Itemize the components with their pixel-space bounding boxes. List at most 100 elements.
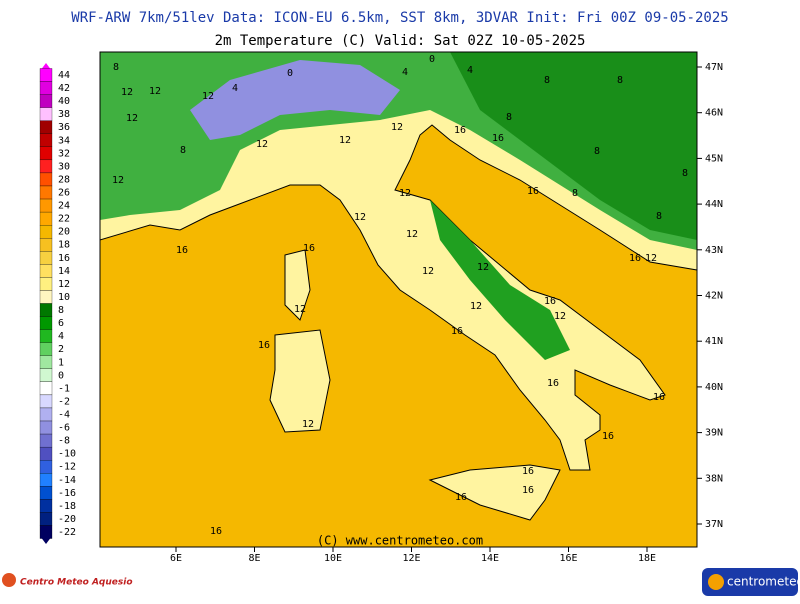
legend-swatch: [39, 238, 53, 252]
legend-swatch: [39, 107, 53, 121]
contour-label: 12: [554, 311, 566, 322]
lat-label: 43N: [705, 245, 723, 256]
legend-label: -18: [58, 501, 76, 512]
contour-label: 12: [391, 122, 403, 133]
axes: 47N 46N 45N 44N 43N 42N 41N 40N 39N 38N 37N 6E 8E 10E…: [170, 62, 723, 564]
contour-label: 8: [544, 75, 550, 86]
legend-swatch: [39, 368, 53, 382]
legend-label: 16: [58, 253, 70, 264]
legend-swatch: [39, 394, 53, 409]
contour-label: 12: [477, 262, 489, 273]
legend-label: 32: [58, 148, 70, 159]
legend-label: -2: [58, 396, 70, 407]
left-logo: Centro Meteo Aquesio: [2, 573, 133, 588]
legend-swatch: [39, 94, 53, 108]
legend-label: -10: [58, 449, 76, 460]
contour-label: 12: [294, 304, 306, 315]
contour-label: 0: [287, 68, 293, 79]
contour-label: 12: [354, 212, 366, 223]
legend-swatch: [39, 159, 53, 174]
contour-label: 12: [126, 113, 138, 124]
contour-label: 4: [232, 83, 238, 94]
right-logo: centrometeo: [702, 568, 800, 596]
legend-label: 10: [58, 292, 70, 303]
contour-label: 12: [339, 135, 351, 146]
contour-label: 8: [617, 75, 623, 86]
lon-label: 14E: [481, 553, 499, 564]
legend-swatch: [39, 460, 53, 474]
contour-label: 16: [492, 133, 504, 144]
contour-label: 8: [113, 62, 119, 73]
contour-label: 8: [506, 112, 512, 123]
alps-cold: [190, 60, 400, 140]
legend-swatch: [39, 211, 53, 226]
legend-label: -16: [58, 488, 76, 499]
logo-icon: [708, 574, 724, 590]
legend-label: 30: [58, 161, 70, 172]
legend-swatch: [39, 342, 53, 356]
contour-label: 16: [527, 186, 539, 197]
lon-label: 6E: [170, 553, 182, 564]
contour-label: 12: [302, 419, 314, 430]
contour-label: 16: [653, 392, 665, 403]
legend-swatch: [39, 185, 53, 200]
legend-label: 26: [58, 188, 70, 199]
legend-swatch: [39, 251, 53, 265]
contour-label: 8: [572, 188, 578, 199]
legend-label: 0: [58, 370, 64, 381]
legend-swatch: [39, 81, 53, 95]
contour-label: 12: [470, 301, 482, 312]
legend-swatch: [39, 172, 53, 187]
legend-label: 6: [58, 318, 64, 329]
contour-label: 8: [682, 168, 688, 179]
contour-label: 16: [210, 526, 222, 537]
lat-label: 39N: [705, 428, 723, 439]
legend-swatch: [39, 198, 53, 213]
lat-label: 46N: [705, 108, 723, 119]
legend-swatch: [39, 355, 53, 369]
legend-label: 24: [58, 201, 70, 212]
legend-swatch: [39, 277, 53, 291]
legend-label: 20: [58, 227, 70, 238]
balkans-green: [450, 52, 697, 240]
legend-label: 2: [58, 344, 64, 355]
legend-label: 12: [58, 279, 70, 290]
contour-label: 16: [544, 296, 556, 307]
legend-label: -14: [58, 475, 76, 486]
lon-label: 12E: [402, 553, 420, 564]
contour-labels: 8 12 4 12 0 4 8 4 0 12 12 12 16 12 8 12 12 16 16 12 12 12 16 12…: [112, 54, 688, 537]
contour-label: 12: [399, 188, 411, 199]
legend-swatch: [39, 133, 53, 147]
right-logo-text: centrometeo: [727, 575, 800, 589]
sardinia: [269, 329, 331, 433]
legend: 4442403836343230282624222018161412108642…: [39, 63, 76, 544]
legend-label: 40: [58, 96, 70, 107]
contour-label: 16: [522, 485, 534, 496]
lon-label: 10E: [324, 553, 342, 564]
contour-label: 16: [451, 326, 463, 337]
contour-label: 12: [202, 91, 214, 102]
contour-label: 8: [180, 145, 186, 156]
legend-label: -12: [58, 462, 76, 473]
contour-label: 12: [256, 139, 268, 150]
header-subtitle: 2m Temperature (C) Valid: Sat 02Z 10-05-…: [215, 33, 586, 49]
contour-label: 12: [406, 229, 418, 240]
contour-label: 16: [629, 253, 641, 264]
legend-label: 44: [58, 70, 70, 81]
header-title: WRF-ARW 7km/51lev Data: ICON-EU 6.5km, S…: [71, 10, 728, 26]
legend-label: -1: [58, 383, 70, 394]
contour-label: 16: [455, 492, 467, 503]
legend-label: -22: [58, 527, 76, 538]
legend-swatch: [39, 290, 53, 304]
legend-label: 22: [58, 214, 70, 225]
legend-label: -20: [58, 514, 76, 525]
lat-label: 41N: [705, 336, 723, 347]
contour-label: 16: [303, 243, 315, 254]
logo-icon: [2, 573, 16, 587]
contour-label: 12: [422, 266, 434, 277]
legend-swatch: [39, 473, 53, 487]
lon-label: 16E: [559, 553, 577, 564]
legend-swatch: [39, 446, 53, 461]
contour-label: 8: [656, 211, 662, 222]
